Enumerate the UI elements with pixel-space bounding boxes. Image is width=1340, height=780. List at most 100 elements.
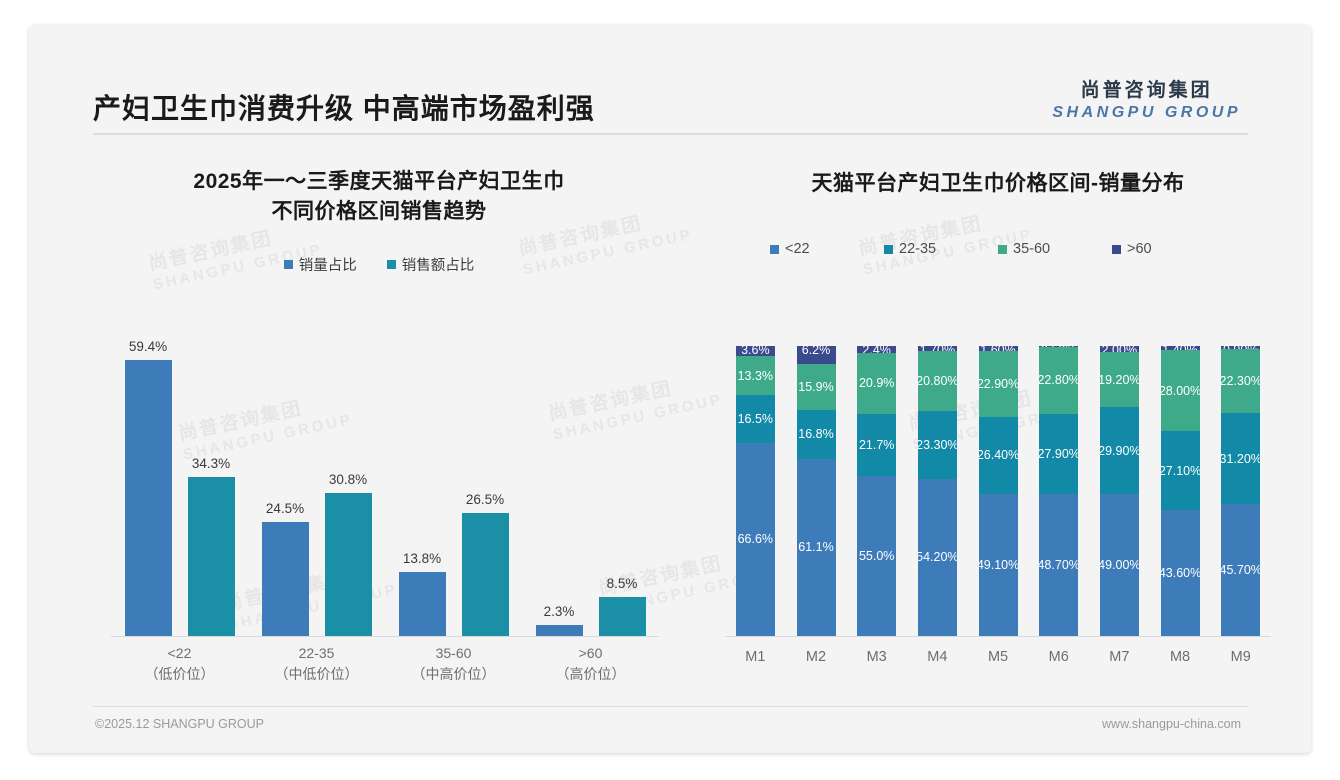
bar-amount[interactable]: 26.5% — [461, 492, 509, 636]
bar-value-label: 8.5% — [606, 575, 638, 591]
x-tick: M5 — [987, 649, 1009, 665]
segment-value-label: 66.6% — [737, 532, 774, 547]
x-tick-sub: （中高价位） — [411, 666, 496, 682]
segment-value-label: 16.5% — [737, 411, 774, 426]
stacked-bar-column: 1.60%22.90%26.40%49.10% — [968, 343, 1029, 636]
stacked-segment-22_35[interactable]: 16.8% — [796, 410, 836, 459]
stacked-bar-column: 3.6% 13.3% 16.5% 66.6% — [725, 343, 786, 636]
x-axis-line — [111, 636, 659, 637]
stacked-bar[interactable]: 6.2% 15.9% 16.8% 61.1% — [796, 343, 836, 636]
bar-volume[interactable]: 24.5% — [261, 501, 309, 636]
x-tick: >60 （高价位） — [522, 643, 659, 685]
x-tick-main: 35-60 — [435, 645, 472, 661]
stacked-bar[interactable]: 0.50%22.80%27.90%48.70% — [1039, 343, 1079, 636]
stacked-segment-35_60[interactable]: 15.9% — [796, 363, 836, 411]
footer-divider — [93, 706, 1248, 707]
page-title: 产妇卫生巾消费升级 中高端市场盈利强 — [93, 93, 595, 124]
x-tick: M3 — [866, 649, 887, 665]
stacked-bar-column: 1.40%28.00%27.10%43.60% — [1150, 343, 1211, 637]
bar-volume[interactable]: 13.8% — [398, 551, 446, 636]
footer-website[interactable]: www.shangpu-china.com — [1102, 717, 1241, 731]
legend-swatch-icon — [884, 244, 893, 254]
legend-item-over60[interactable]: >60 — [1112, 241, 1226, 257]
x-tick: 35-60 （中高价位） — [385, 643, 522, 685]
stacked-segment-35_60[interactable]: 22.80% — [1039, 347, 1079, 414]
stacked-bar[interactable]: 0.90%22.30%31.20%45.70% — [1221, 343, 1261, 637]
bar-group: 13.8% 26.5% — [385, 348, 522, 636]
stacked-segment-22_35[interactable]: 21.7% — [857, 413, 897, 477]
logo-text-cn: 尚普咨询集团 — [1080, 80, 1213, 101]
stacked-bar[interactable]: 1.70%20.80%23.30%54.20% — [917, 343, 957, 636]
stacked-segment-22[interactable]: 45.70% — [1221, 503, 1261, 637]
stacked-segment-22_35[interactable]: 23.30% — [917, 411, 957, 479]
bar-group: 24.5% 30.8% — [248, 348, 385, 636]
bar-value-label: 26.5% — [465, 492, 505, 508]
x-tick: M7 — [1109, 649, 1130, 665]
legend-swatch-icon — [770, 244, 779, 254]
legend-label: 销量占比 — [298, 257, 357, 274]
stacked-bar[interactable]: 3.6% 13.3% 16.5% 66.6% — [735, 343, 775, 636]
stacked-bar[interactable]: 1.40%28.00%27.10%43.60% — [1160, 343, 1200, 637]
legend-item-22-35[interactable]: 22-35 — [884, 241, 998, 257]
legend-item-amount[interactable]: 销售额占比 — [386, 254, 474, 275]
stacked-segment-60[interactable]: 2.4% — [857, 343, 897, 357]
stacked-bar-column: 6.2% 15.9% 16.8% 61.1% — [786, 343, 847, 636]
logo-text-en: SHANGPU GROUP — [1052, 103, 1241, 121]
stacked-segment-35_60[interactable]: 28.00% — [1160, 350, 1200, 432]
bar-value-label: 24.5% — [265, 501, 305, 517]
bar-volume[interactable]: 2.3% — [535, 604, 583, 636]
bar-value-label: 30.8% — [328, 471, 368, 487]
legend-item-under22[interactable]: <22 — [770, 241, 884, 257]
bar-amount[interactable]: 34.3% — [187, 456, 235, 636]
x-tick: M8 — [1169, 649, 1191, 665]
bar-amount[interactable]: 8.5% — [598, 576, 646, 636]
stacked-segment-22_35[interactable]: 26.40% — [978, 417, 1018, 494]
stacked-bar[interactable]: 2.00% 19.20% 29.90% 49.00% — [1099, 343, 1139, 637]
stacked-segment-35_60[interactable]: 22.30% — [1221, 348, 1261, 414]
bar-value-label: 13.8% — [402, 550, 442, 566]
stacked-segment-22_35[interactable]: 27.90% — [1039, 413, 1079, 495]
stacked-segment-22[interactable]: 66.6% — [735, 442, 775, 636]
bar-value-label: 2.3% — [543, 604, 575, 620]
legend-label: 22-35 — [899, 241, 937, 258]
legend-label: 35-60 — [1013, 241, 1051, 258]
x-tick-main: 22-35 — [298, 645, 335, 661]
stacked-segment-35_60[interactable]: 22.90% — [978, 350, 1018, 418]
stacked-segment-35_60[interactable]: 20.9% — [857, 352, 897, 414]
segment-value-label: 49.00% — [1099, 558, 1139, 573]
stacked-segment-22[interactable]: 55.0% — [857, 476, 897, 636]
stacked-bar[interactable]: 1.60%22.90%26.40%49.10% — [978, 343, 1018, 636]
stacked-segment-22[interactable]: 49.10% — [978, 493, 1018, 636]
stacked-segment-22_35[interactable]: 31.20% — [1221, 413, 1261, 504]
stacked-segment-22[interactable]: 61.1% — [796, 458, 836, 636]
stacked-bar[interactable]: 2.4% 20.9% 21.7% 55.0% — [857, 343, 897, 636]
stacked-segment-60[interactable]: 6.2% — [796, 343, 836, 364]
stacked-segment-35_60[interactable]: 20.80% — [917, 350, 957, 412]
stacked-segment-22_35[interactable]: 16.5% — [735, 395, 775, 443]
segment-value-label: 55.0% — [858, 549, 895, 564]
slide: 尚普咨询集团 SHANGPU GROUP 尚普咨询集团 SHANGPU GROUP … — [29, 25, 1311, 753]
stacked-segment-22[interactable]: 43.60% — [1160, 509, 1200, 637]
legend-item-35-60[interactable]: 35-60 — [998, 241, 1112, 257]
stacked-segment-22[interactable]: 49.00% — [1099, 494, 1139, 637]
segment-value-label: 49.10% — [978, 557, 1018, 572]
stacked-bar-column: 2.4% 20.9% 21.7% 55.0% — [846, 343, 907, 636]
stacked-segment-22[interactable]: 54.20% — [917, 478, 957, 636]
bar-volume[interactable]: 59.4% — [124, 339, 172, 636]
stacked-segment-35_60[interactable]: 13.3% — [735, 356, 775, 395]
legend-swatch-icon — [1112, 244, 1121, 254]
left-chart-panel: 2025年一～三季度天猫平台产妇卫生巾 不同价格区间销售趋势 销量占比 销售额占… — [69, 143, 689, 703]
x-tick-sub: （中低价位） — [274, 666, 359, 682]
bar-amount[interactable]: 30.8% — [324, 472, 372, 636]
stacked-segment-22[interactable]: 48.70% — [1039, 494, 1079, 636]
header-divider — [93, 133, 1248, 135]
legend-swatch-icon — [283, 259, 293, 269]
x-tick-main: >60 — [578, 645, 603, 661]
stacked-segment-35_60[interactable]: 19.20% — [1099, 351, 1139, 408]
stacked-segment-22_35[interactable]: 27.10% — [1160, 431, 1200, 510]
legend-item-volume[interactable]: 销量占比 — [283, 254, 357, 275]
segment-value-label: 45.70% — [1221, 562, 1261, 577]
stacked-segment-60[interactable]: 3.6% — [735, 343, 775, 357]
bar-value-label: 34.3% — [191, 455, 231, 471]
stacked-segment-22_35[interactable]: 29.90% — [1099, 407, 1139, 495]
